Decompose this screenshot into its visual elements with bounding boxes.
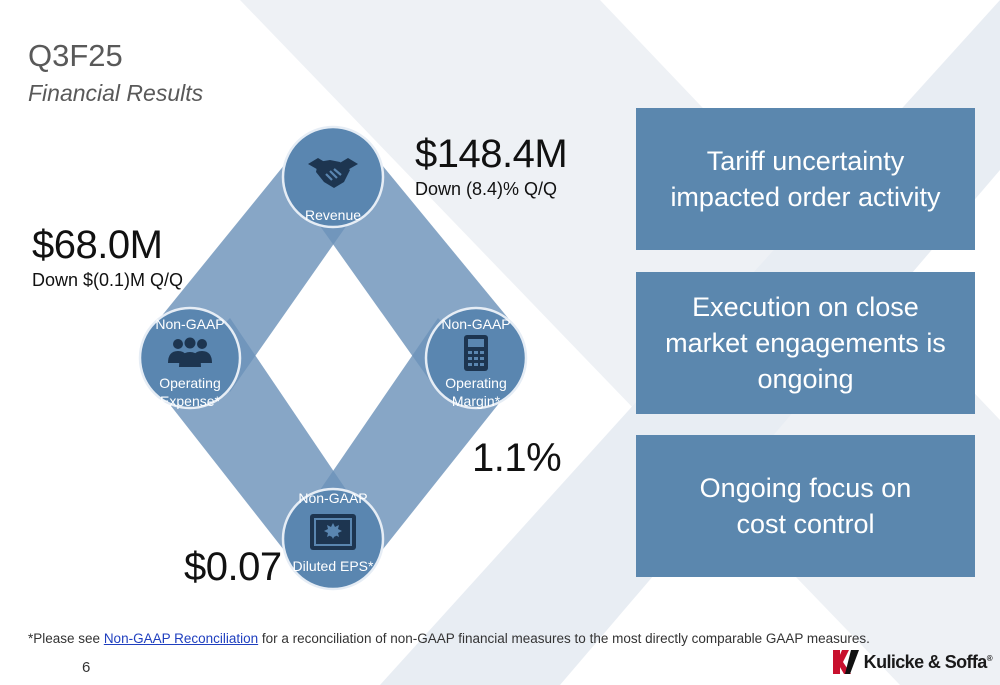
margin-node-label-line2: Margin* [451,393,501,409]
highlight-text: Execution on close market engagements is… [665,292,946,394]
opex-node-label-line2: Expense* [160,393,220,409]
footnote-prefix: *Please see [28,631,104,646]
certificate-icon [310,514,356,550]
company-logo: Kulicke & Soffa® [831,647,993,677]
opex-value: $68.0M [32,223,163,267]
people-icon [168,337,212,367]
results-diamond-diagram: .band { fill: #6d93ba; fill-opacity: 0.8… [138,125,528,591]
logo-text: Kulicke & Soffa® [863,651,993,672]
margin-value: 1.1% [472,436,562,480]
highlight-box-2: Execution on close market engagements is… [636,272,975,414]
calculator-icon [464,335,488,371]
eps-value: $0.07 [184,545,282,589]
margin-node-top-label: Non-GAAP [441,316,511,332]
opex-node-label-line1: Operating [159,375,221,391]
footnote: *Please see Non-GAAP Reconciliation for … [28,631,870,646]
revenue-change: Down (8.4)% Q/Q [415,179,558,199]
opex-node-top-label: Non-GAAP [155,316,225,332]
footnote-suffix: for a reconciliation of non-GAAP financi… [258,631,870,646]
handshake-icon [308,158,358,188]
page-number: 6 [82,659,91,676]
highlight-text: Ongoing focus on cost control [699,473,912,539]
slide-subtitle: Financial Results [28,80,204,106]
slide-title: Q3F25 [28,38,123,73]
highlight-text: Tariff uncertainty impacted order activi… [670,146,941,212]
eps-node-top-label: Non-GAAP [298,490,368,506]
ks-logo-mark-icon [832,650,859,674]
revenue-node-label: Revenue [304,207,362,223]
highlight-box-3: Ongoing focus on cost control [636,435,975,577]
margin-node-label-line1: Operating [445,375,507,391]
eps-node-label: Diluted EPS* [292,558,374,574]
opex-change: Down $(0.1)M Q/Q [32,270,184,290]
highlight-box-1: Tariff uncertainty impacted order activi… [636,108,975,250]
non-gaap-reconciliation-link[interactable]: Non-GAAP Reconciliation [103,631,259,646]
revenue-value: $148.4M [415,132,568,176]
